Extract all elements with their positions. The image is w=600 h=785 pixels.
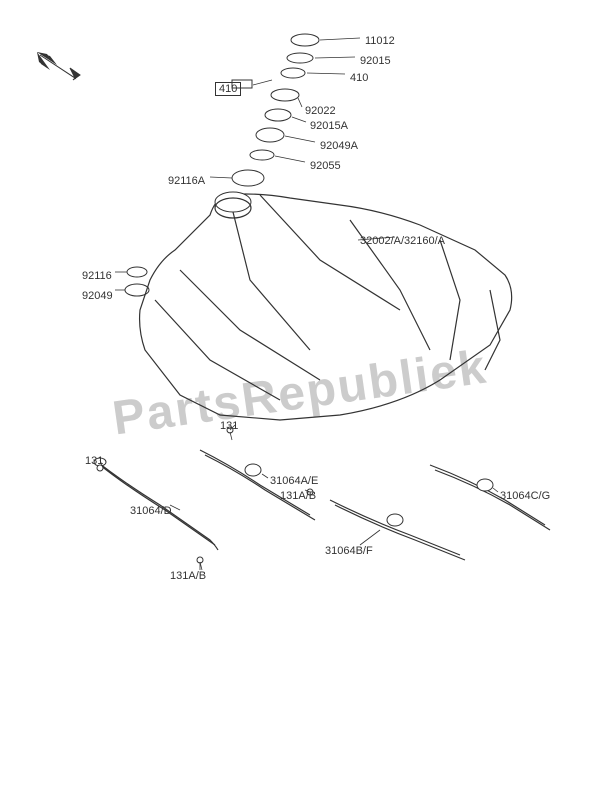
part-label-131a: 131 — [220, 420, 238, 432]
part-label-131AB1: 131A/B — [280, 490, 316, 502]
part-label-131AB2: 131A/B — [170, 570, 206, 582]
part-label-92049: 92049 — [82, 290, 113, 302]
diagram-svg — [0, 0, 600, 785]
part-label-32002: 32002/A/32160/A — [360, 235, 445, 247]
part-label-410b: 410 — [215, 82, 241, 96]
part-label-92015A: 92015A — [310, 120, 348, 132]
part-label-31064D: 31064/D — [130, 505, 172, 517]
part-label-31064CG: 31064C/G — [500, 490, 550, 502]
part-label-11012: 11012 — [365, 35, 395, 47]
parts-diagram-container: PartsRepubliek — [0, 0, 600, 785]
part-label-92049A: 92049A — [320, 140, 358, 152]
part-label-92022: 92022 — [305, 105, 336, 117]
part-label-131b: 131 — [85, 455, 103, 467]
part-label-92116A: 92116A — [168, 175, 205, 187]
part-label-31064BF: 31064B/F — [325, 545, 373, 557]
part-label-92015: 92015 — [360, 55, 391, 67]
part-label-92055: 92055 — [310, 160, 341, 172]
part-label-31064AE: 31064A/E — [270, 475, 318, 487]
part-label-92116: 92116 — [82, 270, 112, 282]
part-label-410a: 410 — [350, 72, 368, 84]
